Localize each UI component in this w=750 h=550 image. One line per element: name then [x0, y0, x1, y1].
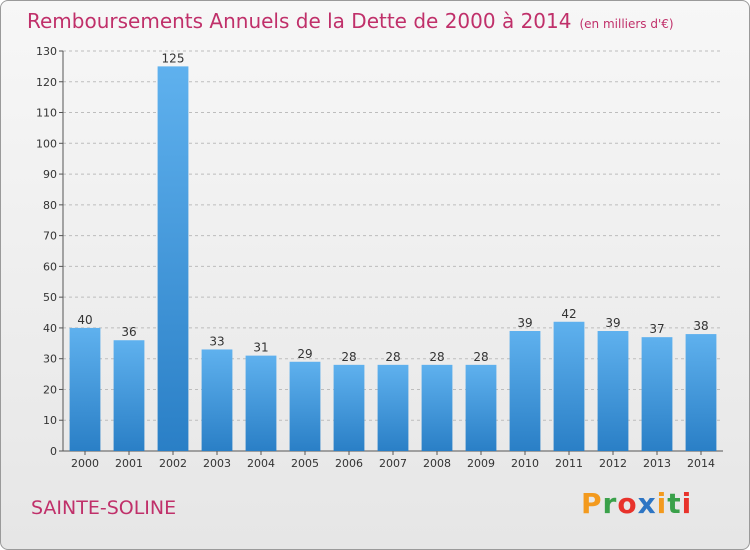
- x-tick-label: 2003: [203, 457, 231, 470]
- x-tick-label: 2005: [291, 457, 319, 470]
- logo-letter: r: [602, 487, 618, 520]
- value-label: 36: [121, 325, 136, 339]
- bar-2012: [597, 331, 629, 451]
- y-tick-label: 120: [36, 76, 57, 89]
- value-label: 29: [297, 347, 312, 361]
- value-label: 39: [517, 316, 532, 330]
- x-tick-label: 2013: [643, 457, 671, 470]
- commune-name: SAINTE-SOLINE: [31, 497, 177, 519]
- logo-letter: i: [681, 487, 693, 520]
- value-label: 28: [429, 350, 444, 364]
- bar-2006: [333, 364, 365, 451]
- y-tick-label: 0: [50, 445, 57, 458]
- bar-2002: [157, 66, 189, 451]
- x-tick-label: 2001: [115, 457, 143, 470]
- x-tick-label: 2004: [247, 457, 275, 470]
- y-tick-label: 20: [43, 383, 57, 396]
- bar-2001: [113, 340, 145, 451]
- x-tick-label: 2006: [335, 457, 363, 470]
- proxiti-logo: Proxiti: [581, 487, 692, 520]
- value-label: 40: [77, 313, 92, 327]
- bar-2003: [201, 349, 233, 451]
- bar-2004: [245, 355, 277, 451]
- logo-letter: o: [617, 487, 638, 520]
- bar-2013: [641, 337, 673, 451]
- y-tick-label: 90: [43, 168, 57, 181]
- value-label: 38: [693, 319, 708, 333]
- value-label: 125: [162, 51, 185, 65]
- chart-title-text: Remboursements Annuels de la Dette de 20…: [27, 9, 572, 33]
- value-label: 33: [209, 334, 224, 348]
- y-tick-label: 60: [43, 260, 57, 273]
- logo-letter: x: [637, 487, 657, 520]
- x-tick-label: 2002: [159, 457, 187, 470]
- y-tick-label: 10: [43, 414, 57, 427]
- y-tick-label: 30: [43, 353, 57, 366]
- x-tick-label: 2014: [687, 457, 715, 470]
- logo-letter: P: [581, 487, 603, 520]
- y-tick-label: 100: [36, 137, 57, 150]
- value-label: 39: [605, 316, 620, 330]
- x-tick-label: 2000: [71, 457, 99, 470]
- x-tick-label: 2007: [379, 457, 407, 470]
- y-tick-label: 40: [43, 322, 57, 335]
- bar-2000: [69, 327, 101, 451]
- value-label: 28: [385, 350, 400, 364]
- value-label: 28: [341, 350, 356, 364]
- chart-subtitle: (en milliers d'€): [579, 17, 674, 31]
- x-tick-label: 2010: [511, 457, 539, 470]
- value-label: 42: [561, 307, 576, 321]
- bar-2011: [553, 321, 585, 451]
- bar-2014: [685, 334, 717, 451]
- value-label: 37: [649, 322, 664, 336]
- bar-2007: [377, 364, 409, 451]
- bar-2009: [465, 364, 497, 451]
- logo-letter: i: [656, 487, 668, 520]
- chart-title: Remboursements Annuels de la Dette de 20…: [27, 9, 674, 33]
- value-label: 31: [253, 341, 268, 355]
- bar-2008: [421, 364, 453, 451]
- x-tick-label: 2012: [599, 457, 627, 470]
- x-tick-label: 2009: [467, 457, 495, 470]
- y-tick-label: 80: [43, 199, 57, 212]
- logo-letter: t: [667, 487, 682, 520]
- x-tick-label: 2008: [423, 457, 451, 470]
- x-tick-label: 2011: [555, 457, 583, 470]
- y-tick-label: 130: [36, 45, 57, 58]
- bar-2010: [509, 331, 541, 451]
- bar-2005: [289, 361, 321, 451]
- y-tick-label: 110: [36, 107, 57, 120]
- y-tick-label: 70: [43, 230, 57, 243]
- value-label: 28: [473, 350, 488, 364]
- y-tick-label: 50: [43, 291, 57, 304]
